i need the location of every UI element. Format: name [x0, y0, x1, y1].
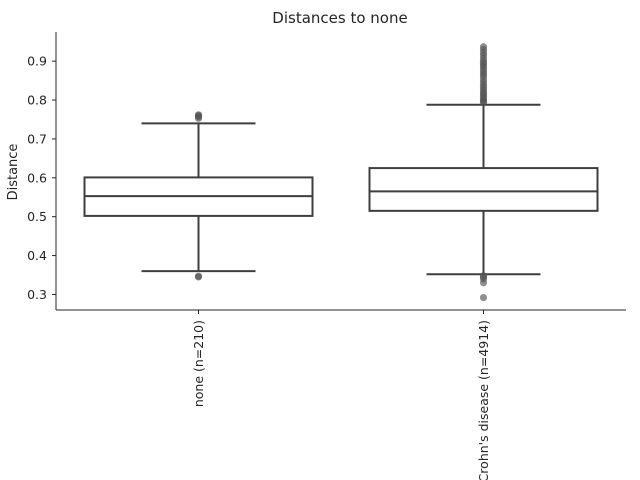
outlier-point — [479, 43, 488, 51]
y-tick-label: 0.6 — [27, 170, 47, 185]
x-tick-label: none (n=210) — [191, 320, 206, 407]
y-axis-label: Distance — [6, 144, 21, 201]
y-tick-label: 0.5 — [27, 209, 47, 224]
outlier-point — [194, 111, 203, 119]
box-group — [83, 111, 314, 281]
outlier-point — [194, 272, 203, 280]
iqr-box — [368, 167, 599, 212]
outlier-point — [479, 293, 488, 302]
box-group — [368, 43, 599, 302]
y-tick-label: 0.8 — [27, 93, 47, 108]
y-tick-label: 0.3 — [27, 287, 47, 302]
chart-title: Distances to none — [272, 9, 407, 27]
outlier-point — [479, 272, 488, 280]
y-tick-label: 0.7 — [27, 131, 47, 146]
x-tick-label: Crohn's disease (n=4914) — [476, 320, 491, 480]
y-tick-label: 0.9 — [27, 54, 47, 69]
y-tick-label: 0.4 — [27, 248, 47, 263]
plot-area — [83, 43, 599, 302]
